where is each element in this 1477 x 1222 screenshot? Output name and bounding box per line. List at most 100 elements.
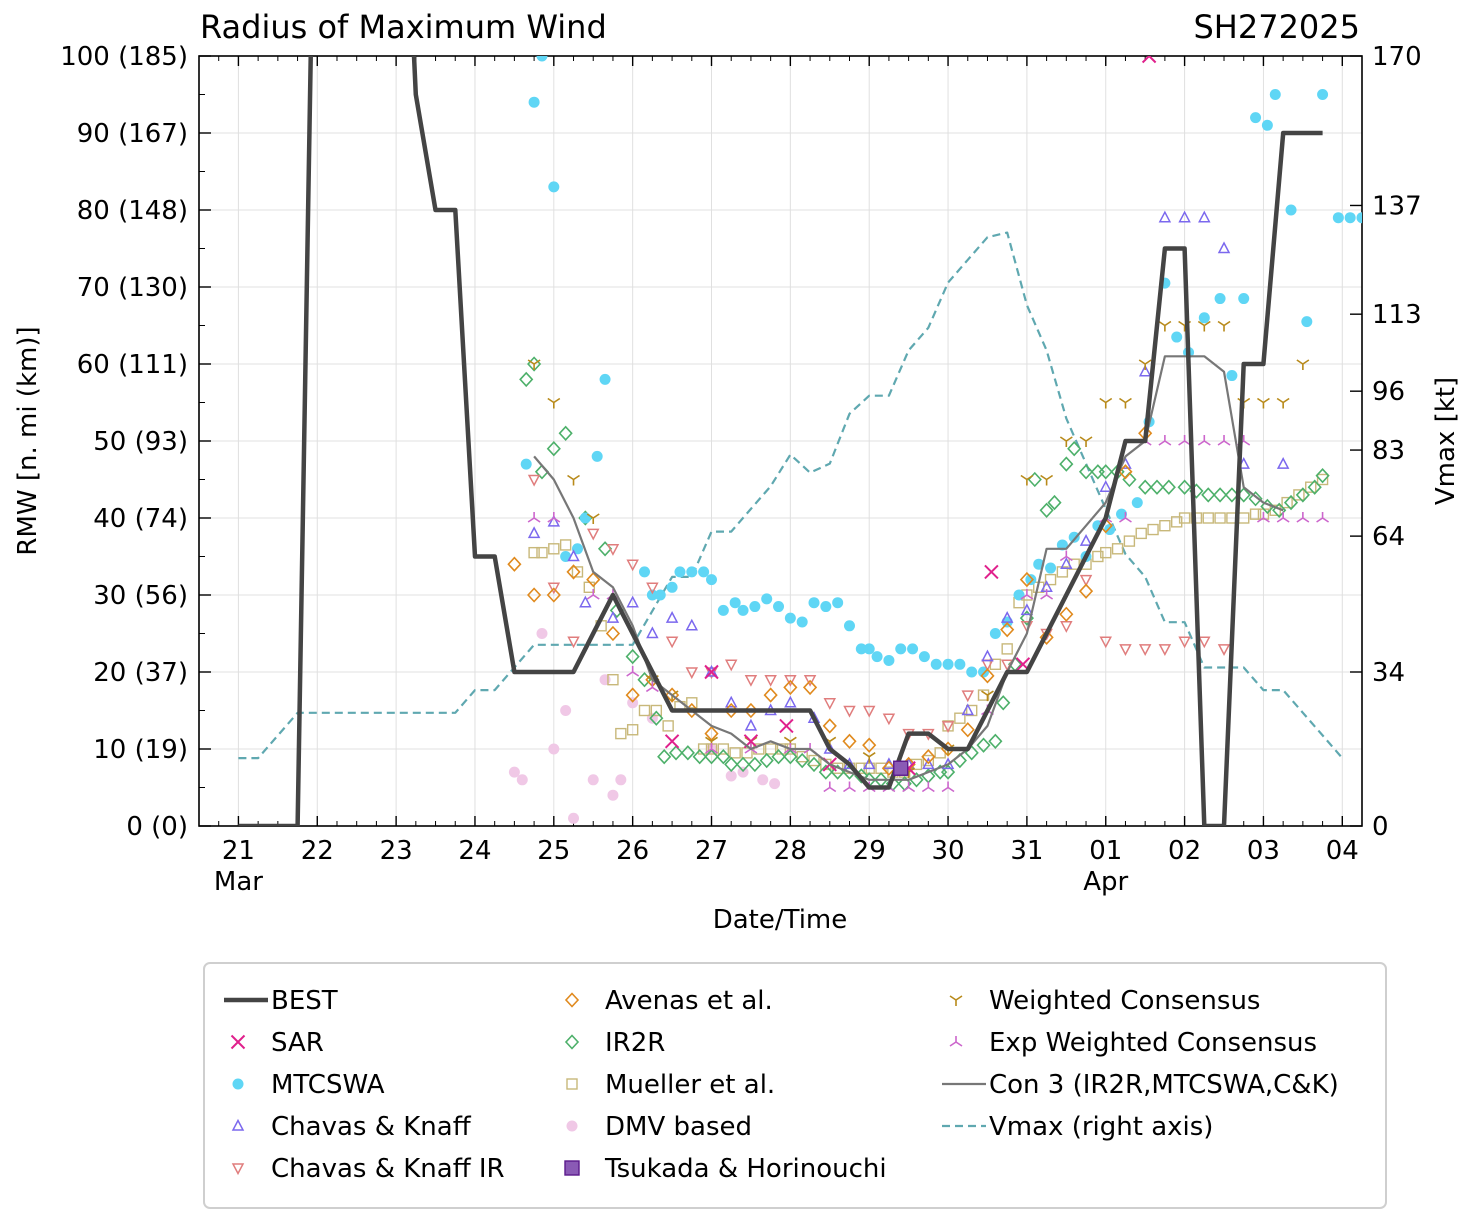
marker-mueller-et-al [1092, 550, 1104, 563]
legend-item-chavas-knaff-ir: Chavas & Knaff IR [231, 1154, 505, 1184]
marker-ir2r [657, 749, 672, 765]
x-tick-label: 31 [1010, 836, 1043, 866]
marker-ir2r [988, 733, 1003, 749]
marker-ir2r [783, 749, 798, 765]
marker-avenas-et-al [842, 733, 857, 749]
marker-mtcswa [1116, 508, 1128, 520]
marker-mueller-et-al [764, 743, 777, 755]
marker-ir2r [668, 745, 684, 761]
marker-avenas-et-al [980, 668, 995, 684]
marker-avenas-et-al [783, 679, 798, 696]
marker-mueller-et-al [686, 697, 698, 709]
marker-avenas-et-al [881, 760, 897, 776]
legend-marker [232, 1078, 244, 1090]
y-tick-label: 60 (111) [77, 350, 188, 380]
x-month-label: Mar [214, 867, 263, 897]
marker-mtcswa [883, 654, 895, 666]
marker-ir2r [1315, 467, 1330, 484]
legend-box [203, 962, 1387, 1209]
marker-mtcswa [1372, 112, 1383, 123]
marker-ir2r [625, 648, 640, 665]
x-tick-label: 24 [458, 836, 491, 866]
marker-exp-weighted-consensus [527, 512, 541, 523]
marker-ir2r [1307, 479, 1322, 495]
y-tick-label: 90 (167) [77, 119, 188, 149]
marker-chavas-knaff [744, 718, 758, 731]
marker-mtcswa [1226, 370, 1238, 382]
marker-mueller-et-al [922, 754, 935, 767]
x-tick-label: 26 [616, 836, 649, 866]
legend-item-dmv-based: DMV based [566, 1112, 752, 1142]
marker-mtcswa [1068, 531, 1080, 543]
marker-chavas-knaff-ir [784, 674, 797, 687]
marker-mueller-et-al [1305, 481, 1317, 493]
y-tick-label: 50 (93) [93, 427, 188, 457]
marker-mueller-et-al [1135, 527, 1147, 540]
legend-marker [230, 1034, 246, 1050]
marker-ir2r [996, 695, 1011, 711]
marker-ir2r [1098, 464, 1113, 480]
marker-avenas-et-al [1118, 464, 1133, 480]
marker-weighted-consensus [1079, 436, 1093, 447]
marker-chavas-knaff-ir [882, 713, 896, 726]
marker-mtcswa [1269, 89, 1281, 100]
marker-dmv-based [725, 770, 737, 782]
legend-item-vmax: Vmax (right axis) [942, 1112, 1213, 1142]
marker-mueller-et-al [1214, 512, 1226, 524]
marker-dmv-based [548, 743, 560, 755]
marker-chavas-knaff [1138, 364, 1152, 377]
marker-mueller-et-al [1044, 573, 1057, 586]
y-tick-label: 0 (0) [126, 812, 188, 842]
y-axis-label-right: Vmax [kt] [1431, 377, 1461, 505]
marker-sar [779, 718, 794, 734]
marker-mtcswa [571, 543, 583, 555]
marker-exp-weighted-consensus [1119, 512, 1132, 523]
marker-mueller-et-al [1171, 516, 1183, 528]
marker-mtcswa [907, 643, 919, 655]
marker-tsukada-horinouchi [893, 760, 909, 776]
marker-mtcswa [579, 512, 591, 524]
marker-chavas-knaff [1020, 603, 1034, 616]
marker-mtcswa [1301, 316, 1313, 328]
marker-ir2r [724, 756, 739, 773]
marker-ir2r [771, 749, 786, 765]
marker-mtcswa [1261, 119, 1273, 131]
marker-mtcswa [1025, 574, 1037, 586]
marker-chavas-knaff-ir [547, 582, 561, 595]
marker-ir2r [1177, 479, 1192, 495]
marker-avenas-et-al [862, 737, 877, 753]
marker-mueller-et-al [1316, 473, 1329, 486]
marker-mtcswa [1285, 204, 1297, 216]
y-right-tick-label: 137 [1372, 191, 1422, 221]
legend-label: Mueller et al. [605, 1070, 775, 1100]
marker-chavas-knaff [1099, 480, 1112, 492]
y-right-tick-label: 170 [1372, 42, 1422, 72]
marker-mueller-et-al [1293, 489, 1305, 501]
marker-chavas-knaff [567, 549, 580, 562]
marker-avenas-et-al [625, 687, 640, 703]
marker-ir2r [759, 752, 774, 769]
marker-ir2r [806, 756, 822, 773]
marker-mtcswa [978, 666, 990, 678]
marker-sar [704, 664, 719, 680]
marker-chavas-knaff-ir [665, 636, 679, 649]
chart-title: Radius of Maximum Wind [200, 8, 607, 46]
marker-mueller-et-al [1123, 535, 1136, 547]
marker-mtcswa [930, 658, 942, 670]
marker-mtcswa [773, 601, 785, 613]
storm-id: SH272025 [1193, 8, 1360, 46]
marker-chavas-knaff-ir [685, 667, 699, 680]
marker-weighted-consensus [1197, 320, 1211, 332]
marker-chavas-knaff [665, 610, 679, 623]
marker-chavas-knaff [1198, 210, 1211, 223]
marker-chavas-knaff [705, 664, 718, 677]
marker-chavas-knaff-ir [1138, 644, 1152, 657]
marker-mtcswa [729, 597, 741, 609]
marker-avenas-et-al [1039, 629, 1054, 646]
marker-ir2r [558, 425, 573, 441]
marker-mtcswa [1198, 312, 1210, 324]
marker-exp-weighted-consensus [823, 781, 837, 793]
marker-ir2r [637, 672, 652, 688]
marker-mtcswa [591, 450, 603, 462]
legend-label: Con 3 (IR2R,MTCSWA,C&K) [989, 1070, 1339, 1100]
